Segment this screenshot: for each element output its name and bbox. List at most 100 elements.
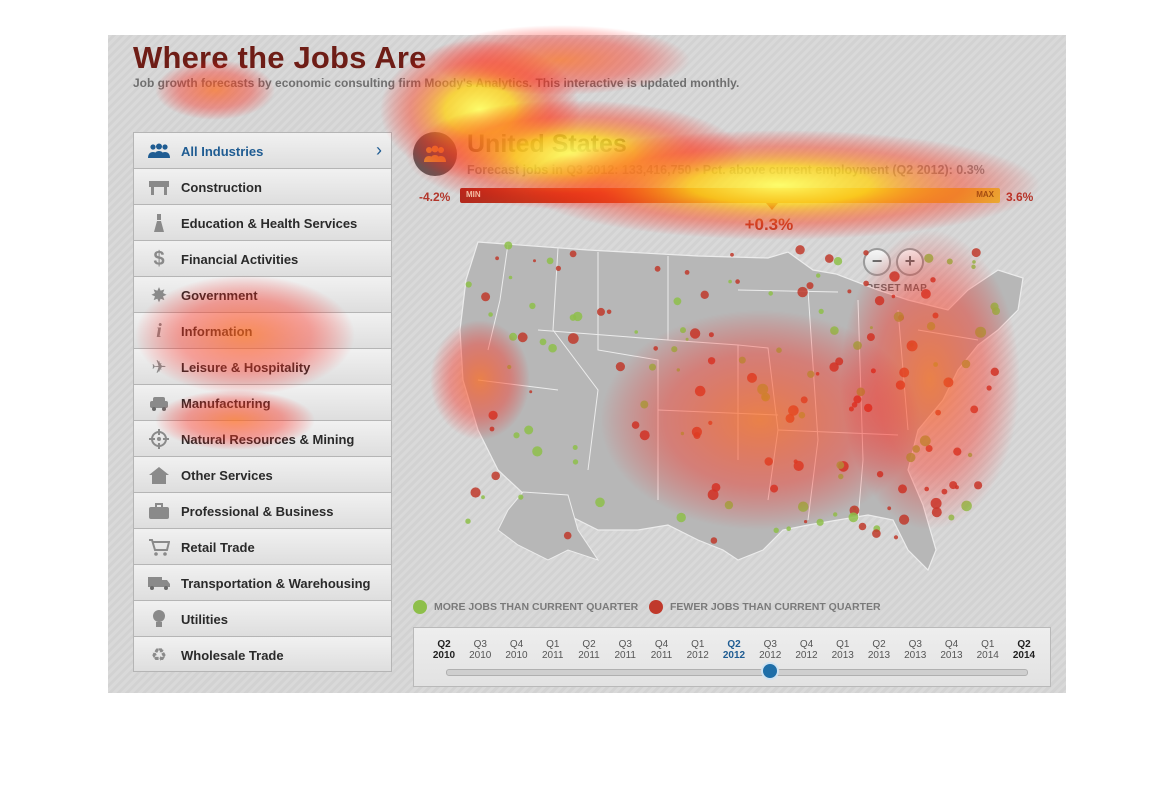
- map-dot[interactable]: [990, 302, 999, 311]
- map-dot[interactable]: [872, 529, 881, 538]
- map-dot[interactable]: [653, 346, 658, 351]
- map-dot[interactable]: [708, 332, 714, 338]
- map-dot[interactable]: [866, 333, 875, 342]
- map-dot[interactable]: [597, 307, 605, 316]
- timeline-tick[interactable]: Q2 2013: [859, 639, 899, 661]
- timeline-tick[interactable]: Q2 2012: [714, 639, 754, 661]
- map-dot[interactable]: [785, 413, 795, 423]
- timeline-track[interactable]: [446, 669, 1028, 676]
- map-dot[interactable]: [764, 457, 773, 466]
- map-dot[interactable]: [990, 367, 999, 376]
- timeline-tick[interactable]: Q2 2010: [424, 639, 464, 661]
- map-dot[interactable]: [700, 290, 709, 299]
- map-dot[interactable]: [925, 445, 933, 452]
- map-dot[interactable]: [569, 314, 577, 321]
- map-dot[interactable]: [684, 270, 690, 275]
- map-dot[interactable]: [615, 362, 625, 372]
- map-dot[interactable]: [830, 326, 839, 335]
- map-dot[interactable]: [815, 372, 820, 376]
- timeline-tick[interactable]: Q2 2014: [1004, 639, 1044, 661]
- map-dot[interactable]: [906, 340, 918, 352]
- map-dot[interactable]: [949, 481, 958, 490]
- map-dot[interactable]: [689, 328, 701, 339]
- map-dot[interactable]: [567, 333, 579, 344]
- map-dot[interactable]: [572, 459, 579, 465]
- map-dot[interactable]: [889, 271, 900, 282]
- timeline-tick[interactable]: Q3 2013: [895, 639, 935, 661]
- sidebar-item-retail-trade[interactable]: Retail Trade: [133, 528, 392, 564]
- sidebar-item-financial-activities[interactable]: $ Financial Activities: [133, 240, 392, 276]
- sidebar-item-leisure-hospitality[interactable]: ✈ Leisure & Hospitality: [133, 348, 392, 384]
- map-dot[interactable]: [924, 253, 934, 263]
- timeline-tick[interactable]: Q3 2011: [605, 639, 645, 661]
- map-dot[interactable]: [654, 265, 661, 272]
- map-dot[interactable]: [773, 527, 779, 533]
- map-dot[interactable]: [685, 337, 689, 341]
- map-dot[interactable]: [924, 486, 929, 492]
- map-dot[interactable]: [853, 341, 862, 350]
- map-dot[interactable]: [961, 359, 971, 369]
- map-dot[interactable]: [768, 291, 773, 296]
- map-dot[interactable]: [899, 367, 910, 378]
- map-dot[interactable]: [465, 518, 471, 524]
- map-dot[interactable]: [757, 383, 769, 395]
- map-dot[interactable]: [798, 501, 809, 512]
- map-dot[interactable]: [707, 357, 716, 365]
- map-dot[interactable]: [676, 512, 686, 523]
- map-dot[interactable]: [533, 259, 536, 263]
- map-dot[interactable]: [833, 257, 843, 266]
- map-dot[interactable]: [548, 343, 557, 353]
- map-dot[interactable]: [680, 431, 685, 436]
- map-dot[interactable]: [891, 294, 896, 299]
- sidebar-item-professional-business[interactable]: Professional & Business: [133, 492, 392, 528]
- map-dot[interactable]: [921, 289, 931, 299]
- map-dot[interactable]: [835, 357, 844, 366]
- map-dot[interactable]: [532, 446, 543, 457]
- map-dot[interactable]: [513, 432, 520, 439]
- map-dot[interactable]: [649, 363, 656, 371]
- map-dot[interactable]: [930, 277, 936, 283]
- map-dot[interactable]: [795, 245, 805, 255]
- map-dot[interactable]: [887, 506, 892, 511]
- map-dot[interactable]: [770, 484, 779, 493]
- timeline-tick[interactable]: Q2 2011: [569, 639, 609, 661]
- map-dot[interactable]: [707, 489, 719, 501]
- timeline-tick[interactable]: Q4 2012: [787, 639, 827, 661]
- map-dot[interactable]: [691, 426, 702, 437]
- timeline-tick[interactable]: Q1 2013: [823, 639, 863, 661]
- map-dot[interactable]: [933, 362, 938, 367]
- map-dot[interactable]: [970, 405, 979, 414]
- map-dot[interactable]: [569, 250, 577, 258]
- sidebar-item-construction[interactable]: Construction: [133, 168, 392, 204]
- sidebar-item-utilities[interactable]: Utilities: [133, 600, 392, 636]
- map-dot[interactable]: [673, 297, 682, 306]
- map-dot[interactable]: [943, 377, 954, 388]
- map-dot[interactable]: [847, 289, 852, 294]
- map-dot[interactable]: [858, 522, 867, 531]
- map-dot[interactable]: [848, 406, 854, 412]
- us-map[interactable]: [438, 230, 1038, 600]
- map-dot[interactable]: [967, 452, 973, 458]
- timeline-tick[interactable]: Q3 2012: [750, 639, 790, 661]
- map-dot[interactable]: [800, 396, 808, 404]
- map-dot[interactable]: [972, 260, 976, 264]
- map-dot[interactable]: [738, 356, 746, 364]
- map-dot[interactable]: [786, 526, 791, 531]
- map-dot[interactable]: [572, 445, 578, 450]
- map-dot[interactable]: [640, 400, 649, 409]
- map-dot[interactable]: [606, 309, 612, 315]
- map-dot[interactable]: [864, 403, 873, 413]
- map-dot[interactable]: [869, 326, 873, 330]
- map-dot[interactable]: [465, 281, 472, 288]
- map-dot[interactable]: [491, 471, 500, 481]
- map-dot[interactable]: [504, 241, 513, 250]
- map-dot[interactable]: [898, 484, 907, 494]
- map-dot[interactable]: [818, 308, 824, 314]
- map-dot[interactable]: [728, 279, 732, 284]
- map-dot[interactable]: [747, 372, 757, 383]
- map-dot[interactable]: [876, 471, 884, 478]
- map-dot[interactable]: [930, 497, 942, 509]
- sidebar-item-transportation-warehousing[interactable]: Transportation & Warehousing: [133, 564, 392, 600]
- map-dot[interactable]: [961, 500, 972, 512]
- map-dot[interactable]: [563, 531, 572, 540]
